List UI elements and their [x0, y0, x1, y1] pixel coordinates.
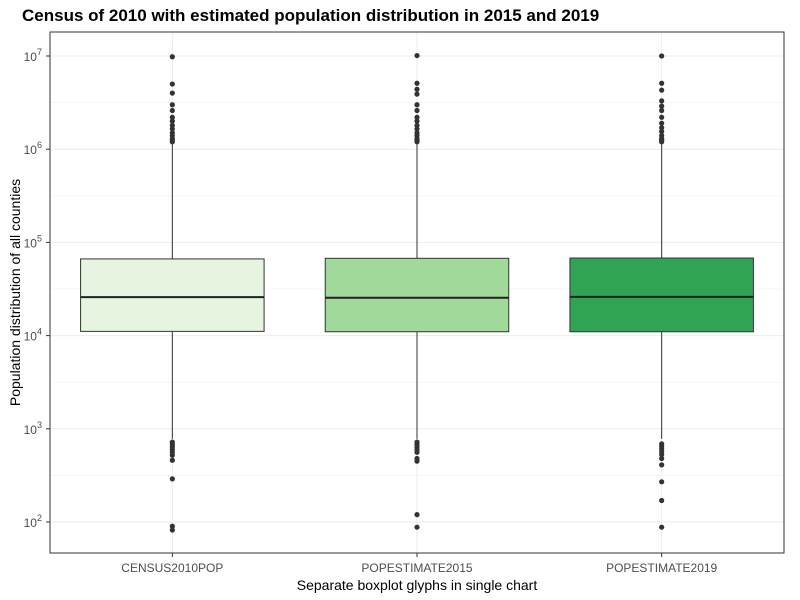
outlier-point: [414, 139, 420, 145]
outlier-point: [659, 479, 665, 485]
boxplot-popestimate2015: [324, 52, 510, 530]
boxplot-popestimate2019: [569, 53, 754, 530]
outlier-point: [659, 53, 665, 59]
outlier-point: [659, 103, 665, 109]
x-tick-label: POPESTIMATE2015: [361, 561, 472, 575]
outlier-point: [169, 90, 175, 96]
boxplot-census2010pop: [80, 54, 265, 533]
outlier-point: [659, 128, 665, 135]
outlier-point: [414, 91, 420, 97]
outlier-point: [169, 81, 175, 87]
outlier-point: [169, 102, 175, 108]
iqr-box: [324, 257, 510, 333]
outlier-point: [169, 54, 175, 60]
iqr-box: [80, 258, 265, 332]
outlier-point: [414, 86, 420, 92]
x-axis-title: Separate boxplot glyphs in single chart: [297, 577, 538, 593]
outlier-point: [659, 451, 665, 458]
y-tick-label: 102: [24, 513, 42, 530]
outlier-point: [169, 118, 175, 124]
outlier-point: [169, 114, 175, 120]
chart-title: Census of 2010 with estimated population…: [22, 6, 600, 25]
outlier-point: [659, 107, 665, 114]
outlier-point: [414, 52, 420, 59]
outlier-point: [414, 80, 420, 86]
outlier-point: [659, 524, 665, 530]
outlier-point: [659, 80, 665, 86]
outlier-point: [659, 462, 665, 468]
outlier-point: [414, 512, 420, 518]
y-tick-label: 106: [24, 140, 42, 157]
outlier-point: [169, 107, 175, 114]
outlier-point: [169, 126, 175, 132]
outlier-point: [659, 125, 665, 131]
outlier-point: [169, 457, 175, 463]
outlier-point: [414, 458, 420, 464]
axes: 102 103 104 105 106 107 CENSUS2010POP POPESTIMA…: [24, 47, 718, 575]
outlier-point: [414, 118, 420, 124]
y-tick-label: 104: [24, 327, 42, 344]
outlier-point: [414, 114, 420, 120]
outlier-point: [659, 87, 665, 93]
outlier-point: [414, 107, 420, 114]
y-axis-title: Population distribution of all counties: [7, 179, 23, 406]
outlier-point: [169, 139, 175, 145]
outlier-point: [659, 497, 665, 504]
y-tick-label: 103: [24, 420, 42, 437]
x-tick-label: CENSUS2010POP: [121, 561, 223, 575]
outlier-point: [659, 455, 665, 462]
outlier-point: [414, 524, 420, 530]
outlier-point: [414, 102, 420, 108]
outlier-point: [414, 449, 420, 455]
outlier-point: [659, 98, 665, 104]
outlier-point: [169, 523, 175, 529]
outlier-point: [659, 120, 665, 126]
iqr-box: [569, 257, 754, 333]
outlier-point: [414, 126, 420, 132]
y-tick-label: 107: [24, 47, 42, 64]
outlier-point: [169, 476, 175, 482]
outlier-point: [169, 527, 175, 533]
boxplot-glyphs: [80, 52, 754, 533]
x-tick-label: POPESTIMATE2019: [606, 561, 717, 575]
outlier-point: [169, 452, 175, 458]
y-tick-label: 105: [24, 233, 42, 250]
outlier-point: [659, 114, 665, 120]
outlier-point: [659, 139, 665, 145]
